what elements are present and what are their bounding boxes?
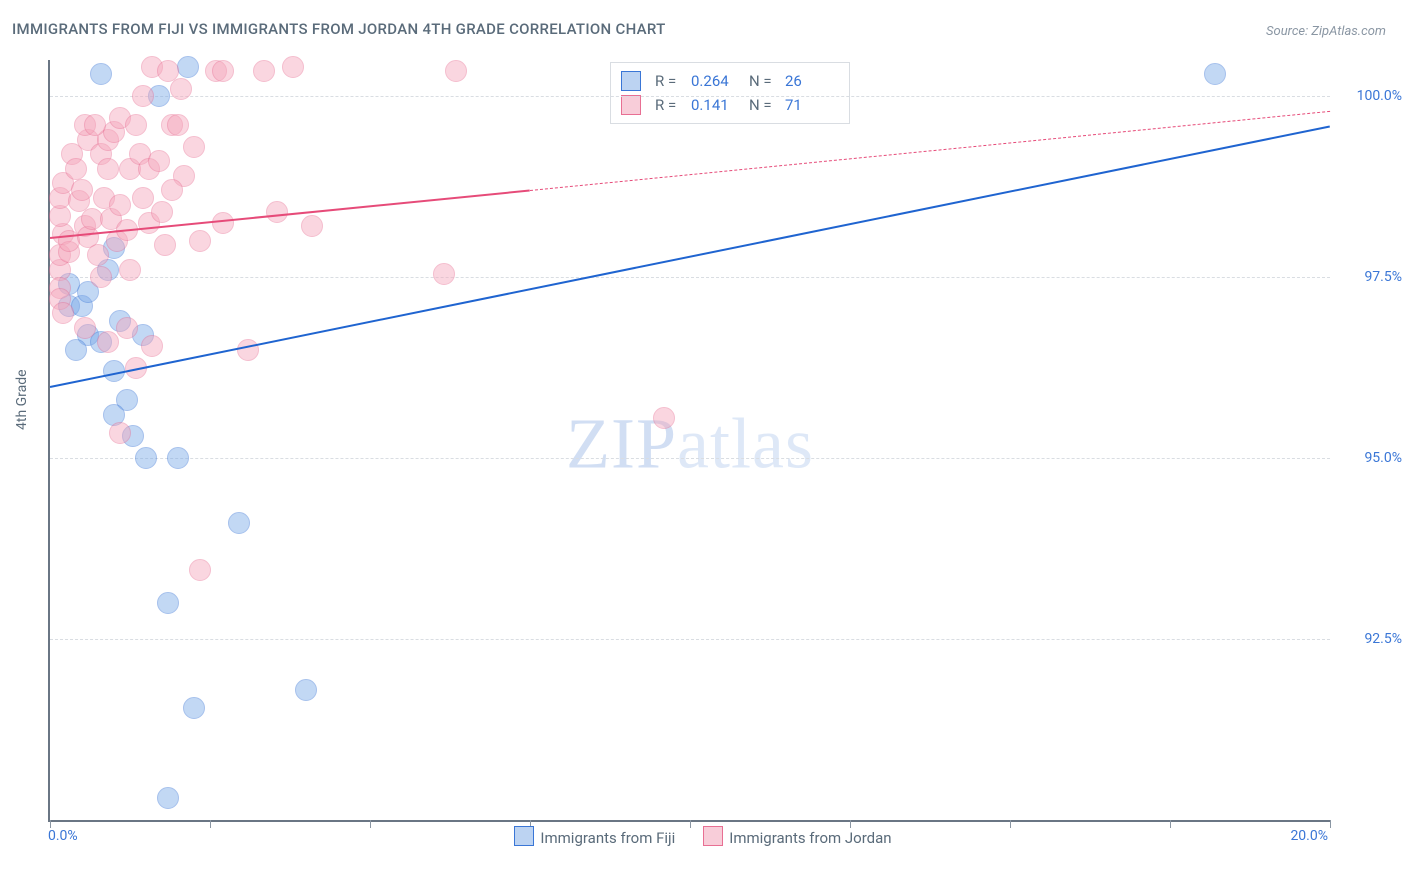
plot-area: ZIPatlas R =0.264N =26R =0.141N =71 92.5… [48, 60, 1330, 822]
point-fiji [65, 339, 87, 361]
point-jordan [183, 136, 205, 158]
legend-item: Immigrants from Jordan [703, 826, 891, 847]
point-jordan [189, 559, 211, 581]
gridline [50, 639, 1330, 640]
point-fiji [177, 56, 199, 78]
point-jordan [151, 201, 173, 223]
stats-r-value: 0.264 [691, 69, 741, 93]
point-jordan [116, 317, 138, 339]
point-jordan [212, 212, 234, 234]
stats-n-value: 26 [785, 69, 835, 93]
point-jordan [65, 158, 87, 180]
point-jordan [132, 187, 154, 209]
point-jordan [237, 339, 259, 361]
point-jordan [653, 407, 675, 429]
point-fiji [157, 787, 179, 809]
point-jordan [212, 60, 234, 82]
chart-title: IMMIGRANTS FROM FIJI VS IMMIGRANTS FROM … [12, 20, 666, 38]
y-axis-label: 4th Grade [14, 369, 30, 430]
point-jordan [90, 266, 112, 288]
point-jordan [125, 114, 147, 136]
point-fiji [167, 447, 189, 469]
point-jordan [109, 422, 131, 444]
y-tick-label: 95.0% [1364, 450, 1402, 466]
point-jordan [119, 259, 141, 281]
point-jordan [154, 234, 176, 256]
point-fiji [157, 592, 179, 614]
legend-label: Immigrants from Jordan [729, 829, 891, 847]
watermark-text: ZIPatlas [566, 403, 814, 486]
stats-r-label: R = [655, 69, 683, 93]
point-jordan [433, 263, 455, 285]
point-jordan [189, 230, 211, 252]
legend-label: Immigrants from Fiji [540, 829, 675, 847]
point-jordan [148, 150, 170, 172]
point-jordan [167, 114, 189, 136]
point-jordan [71, 179, 93, 201]
legend-swatch [621, 71, 641, 91]
point-jordan [445, 60, 467, 82]
point-jordan [282, 56, 304, 78]
point-jordan [87, 244, 109, 266]
legend-swatch [703, 826, 723, 846]
point-fiji [90, 63, 112, 85]
point-jordan [266, 201, 288, 223]
stats-n-label: N = [749, 69, 777, 93]
point-fiji [1204, 63, 1226, 85]
stats-row: R = 0.264 N = 26 [621, 69, 835, 93]
point-jordan [253, 60, 275, 82]
y-tick-label: 100.0% [1357, 88, 1402, 104]
point-fiji [135, 447, 157, 469]
source-credit: Source: ZipAtlas.com [1266, 24, 1386, 39]
point-fiji [228, 512, 250, 534]
gridline [50, 277, 1330, 278]
legend-item: Immigrants from Fiji [514, 826, 675, 847]
point-jordan [301, 215, 323, 237]
y-tick-label: 92.5% [1364, 631, 1402, 647]
regression-line [50, 125, 1330, 388]
legend-swatch [621, 95, 641, 115]
point-jordan [84, 114, 106, 136]
point-fiji [183, 697, 205, 719]
legend-swatch [514, 826, 534, 846]
gridline [50, 458, 1330, 459]
gridline [50, 96, 1330, 97]
point-jordan [141, 335, 163, 357]
stats-legend-box: R =0.264N =26R =0.141N =71 [610, 62, 850, 124]
point-jordan [52, 302, 74, 324]
point-fiji [295, 679, 317, 701]
point-jordan [97, 158, 119, 180]
point-jordan [161, 179, 183, 201]
point-jordan [97, 331, 119, 353]
bottom-legend: Immigrants from Fiji Immigrants from Jord… [0, 826, 1406, 847]
point-jordan [170, 78, 192, 100]
point-jordan [74, 317, 96, 339]
point-jordan [132, 85, 154, 107]
y-tick-label: 97.5% [1364, 269, 1402, 285]
point-jordan [109, 194, 131, 216]
